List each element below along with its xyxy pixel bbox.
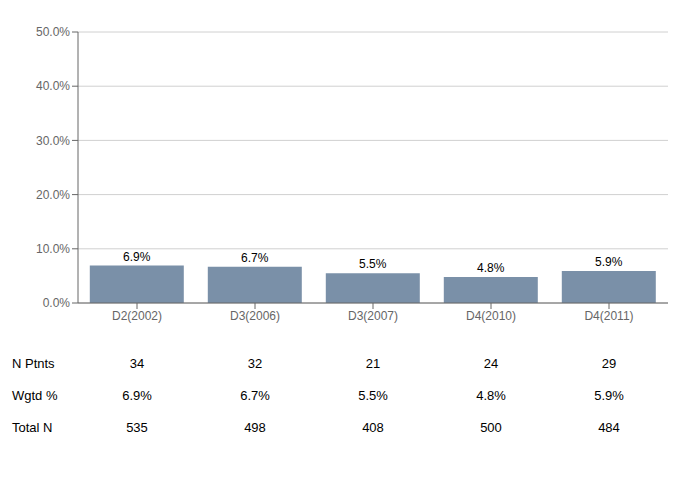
html-text:6.9%: 6.9% bbox=[122, 388, 152, 403]
html-text:Total N: Total N bbox=[12, 420, 53, 435]
svg-text:40.0%: 40.0% bbox=[36, 79, 70, 93]
svg-text:5.9%: 5.9% bbox=[595, 255, 623, 269]
svg-text:20.0%: 20.0% bbox=[36, 188, 70, 202]
html-text:484: 484 bbox=[598, 420, 620, 435]
svg-text:D4(2010): D4(2010) bbox=[466, 309, 516, 323]
html-text:500: 500 bbox=[480, 420, 502, 435]
svg-text:D4(2011): D4(2011) bbox=[584, 309, 633, 323]
svg-text:0.0%: 0.0% bbox=[43, 296, 71, 310]
svg-text:50.0%: 50.0% bbox=[36, 25, 70, 39]
html-text:6.7%: 6.7% bbox=[240, 388, 270, 403]
html-text:Wgtd %: Wgtd % bbox=[12, 388, 58, 403]
svg-text:D2(2002): D2(2002) bbox=[112, 309, 162, 323]
html-text:N Ptnts: N Ptnts bbox=[12, 356, 55, 371]
svg-text:10.0%: 10.0% bbox=[36, 242, 70, 256]
html-text:32: 32 bbox=[247, 356, 263, 371]
svg-text:5.5%: 5.5% bbox=[359, 257, 387, 271]
html-text:498: 498 bbox=[244, 420, 266, 435]
svg-text:30.0%: 30.0% bbox=[36, 134, 70, 148]
html-text:535: 535 bbox=[126, 420, 148, 435]
svg-text:6.7%: 6.7% bbox=[241, 251, 269, 265]
svg-text:D3(2007): D3(2007) bbox=[348, 309, 398, 323]
html-text:4.8%: 4.8% bbox=[476, 388, 506, 403]
html-text:5.5%: 5.5% bbox=[358, 388, 388, 403]
html-text:29: 29 bbox=[601, 356, 617, 371]
html-text:21: 21 bbox=[365, 356, 381, 371]
html-text:408: 408 bbox=[362, 420, 384, 435]
html-text:5.9%: 5.9% bbox=[594, 388, 624, 403]
html-text:24: 24 bbox=[483, 356, 499, 371]
svg-text:6.9%: 6.9% bbox=[123, 250, 151, 264]
svg-text:4.8%: 4.8% bbox=[477, 261, 505, 275]
svg-text:D3(2006): D3(2006) bbox=[230, 309, 280, 323]
html-text:34: 34 bbox=[129, 356, 145, 371]
